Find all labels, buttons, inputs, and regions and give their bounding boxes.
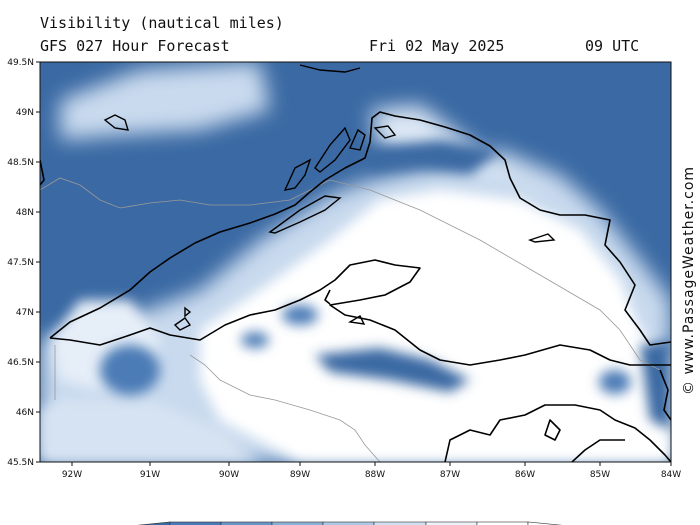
legend-swatch <box>220 521 273 525</box>
legend-swatch <box>271 521 324 525</box>
lon-label: 84W <box>661 470 681 480</box>
visibility-legend: 0.512346810 <box>136 521 563 525</box>
lon-label: 91W <box>140 470 160 480</box>
lon-label: 90W <box>219 470 239 480</box>
legend-swatch <box>373 521 427 525</box>
lat-label: 49.5N <box>7 58 34 68</box>
lat-label: 46N <box>16 408 34 418</box>
lat-label: 45.5N <box>7 458 34 468</box>
lon-label: 86W <box>515 470 535 480</box>
legend-swatch <box>322 521 375 525</box>
lat-label: 48N <box>16 208 34 218</box>
map-title: Visibility (nautical miles) <box>40 14 284 32</box>
forecast-time: 09 UTC <box>585 37 640 55</box>
legend-swatch <box>425 521 478 525</box>
legend-swatch <box>169 521 222 525</box>
credit-text: © www.PassageWeather.com <box>681 165 697 395</box>
lon-label: 87W <box>440 470 460 480</box>
lon-label: 85W <box>590 470 610 480</box>
coastlines <box>40 111 671 462</box>
latitude-axis: 49.5N 49N 48.5N 48N 47.5N 47N 46.5N 46N 45.5N <box>7 58 40 468</box>
political-borders <box>40 177 661 462</box>
visibility-field <box>40 62 671 462</box>
longitude-axis: 92W 91W 90W 89W 88W 87W 86W 85W 84W <box>62 462 681 480</box>
lat-label: 46.5N <box>7 358 34 368</box>
forecast-date: Fri 02 May 2025 <box>369 37 505 55</box>
lon-label: 88W <box>365 470 385 480</box>
lat-label: 47N <box>16 308 34 318</box>
lon-label: 89W <box>290 470 310 480</box>
forecast-label: GFS 027 Hour Forecast <box>40 37 230 55</box>
lat-label: 47.5N <box>7 258 34 268</box>
islands <box>103 64 556 331</box>
lat-label: 49N <box>16 108 34 118</box>
lat-label: 48.5N <box>7 158 34 168</box>
lon-label: 92W <box>62 470 82 480</box>
legend-swatch <box>476 521 529 525</box>
